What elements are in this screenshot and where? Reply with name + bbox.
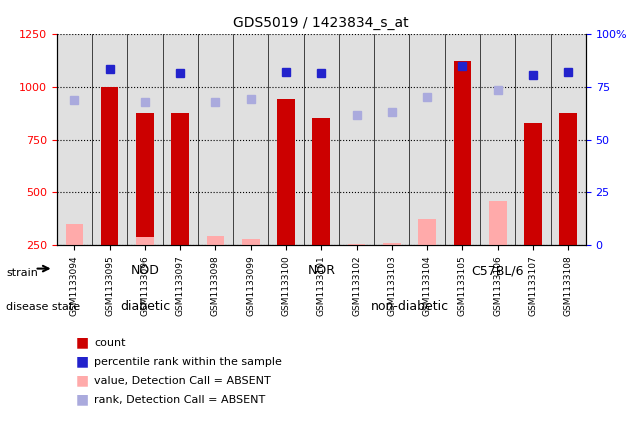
Bar xyxy=(136,237,154,245)
Text: ■: ■ xyxy=(76,393,88,407)
Text: ■: ■ xyxy=(76,335,88,350)
Bar xyxy=(171,113,189,245)
Text: strain: strain xyxy=(6,268,38,278)
Bar xyxy=(383,243,401,245)
Bar xyxy=(312,118,330,245)
Bar xyxy=(524,123,542,245)
Text: disease state: disease state xyxy=(6,302,81,312)
Bar xyxy=(66,224,83,245)
Text: percentile rank within the sample: percentile rank within the sample xyxy=(94,357,282,367)
Bar xyxy=(101,87,118,245)
Bar xyxy=(207,236,224,245)
Bar xyxy=(277,99,295,245)
Text: diabetic: diabetic xyxy=(120,300,170,313)
Text: ■: ■ xyxy=(76,354,88,369)
Bar xyxy=(489,201,507,245)
Bar xyxy=(242,239,260,245)
Bar xyxy=(418,219,436,245)
Text: ■: ■ xyxy=(76,374,88,388)
Bar xyxy=(559,113,577,245)
Text: count: count xyxy=(94,338,126,348)
Bar xyxy=(136,113,154,245)
Text: C57BL/6: C57BL/6 xyxy=(471,264,524,277)
Bar xyxy=(348,244,365,245)
Text: value, Detection Call = ABSENT: value, Detection Call = ABSENT xyxy=(94,376,272,386)
Text: rank, Detection Call = ABSENT: rank, Detection Call = ABSENT xyxy=(94,395,266,405)
Title: GDS5019 / 1423834_s_at: GDS5019 / 1423834_s_at xyxy=(234,16,409,30)
Text: NOR: NOR xyxy=(307,264,335,277)
Text: non-diabetic: non-diabetic xyxy=(370,300,449,313)
Text: NOD: NOD xyxy=(130,264,159,277)
Bar xyxy=(454,61,471,245)
